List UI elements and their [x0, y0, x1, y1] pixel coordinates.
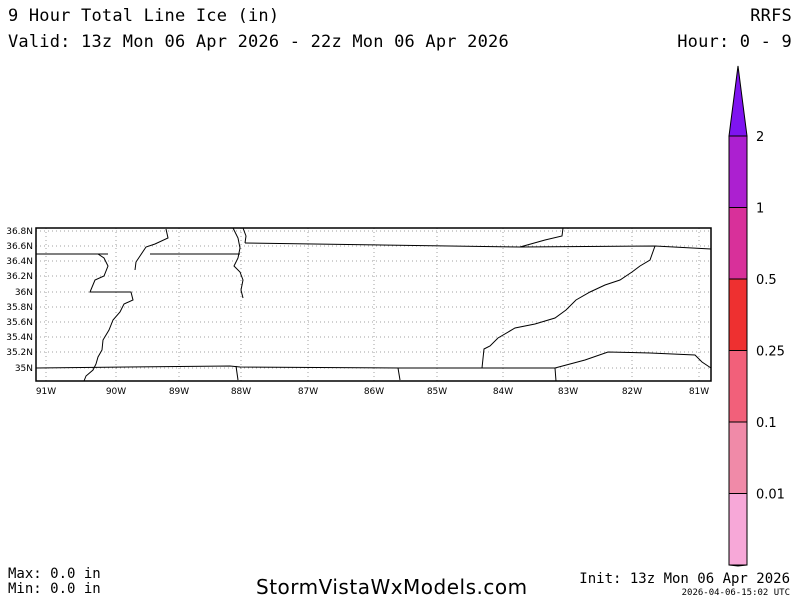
forecast-hours: Hour: 0 - 9 — [677, 32, 792, 52]
lon-label: 86W — [364, 387, 384, 397]
lon-label: 83W — [558, 387, 578, 397]
lat-label: 35.4N — [6, 333, 33, 343]
lon-label: 85W — [427, 387, 447, 397]
lat-label: 36.6N — [6, 242, 33, 252]
lat-label: 35.2N — [6, 348, 33, 358]
colorbar-swatch — [728, 350, 748, 423]
lon-label: 89W — [169, 387, 189, 397]
map-title: 9 Hour Total Line Ice (in) — [8, 6, 280, 26]
lon-label: 91W — [36, 387, 56, 397]
boundary-line — [235, 365, 239, 381]
boundary-line — [232, 227, 244, 299]
lon-label: 82W — [622, 387, 642, 397]
latitude-labels: 36.8N 36.6N 36.4N 36.2N 36N 35.8N 35.6N 35.4N 35… — [6, 227, 33, 374]
colorbar-swatch — [728, 493, 748, 566]
colorbar-label: 2 — [756, 130, 764, 145]
lat-label: 36N — [15, 288, 33, 298]
timestamp: 2026-04-06-15:02 UTC — [681, 588, 790, 598]
lon-label: 87W — [298, 387, 318, 397]
boundary-line — [35, 365, 555, 369]
lat-label: 36.4N — [6, 257, 33, 267]
colorbar-swatch — [728, 135, 748, 208]
lon-label: 90W — [106, 387, 126, 397]
lon-label: 84W — [493, 387, 513, 397]
boundary-line — [244, 242, 712, 250]
colorbar-swatch — [728, 421, 748, 494]
valid-time: Valid: 13z Mon 06 Apr 2026 - 22z Mon 06 … — [8, 32, 509, 52]
colorbar-label: 0.1 — [756, 416, 777, 431]
boundary-line — [242, 227, 247, 244]
lat-label: 36.8N — [6, 227, 33, 237]
state-boundaries — [35, 227, 712, 382]
map-frame — [35, 227, 712, 382]
colorbar-label: 1 — [756, 202, 764, 217]
boundary-line — [519, 227, 564, 248]
min-value: Min: 0.0 in — [8, 581, 101, 597]
colorbar-top-arrow — [728, 65, 748, 137]
lat-label: 35.6N — [6, 318, 33, 328]
longitude-labels: 91W 90W 89W 88W 87W 86W 85W 84W 83W 82W 81W — [36, 387, 709, 397]
website-link[interactable]: StormVistaWxModels.com — [256, 575, 528, 599]
colorbar-label: 0.25 — [756, 345, 785, 360]
boundary-line — [554, 367, 557, 382]
boundary-line — [134, 228, 169, 271]
colorbar-swatch — [728, 207, 748, 280]
init-time: Init: 13z Mon 06 Apr 2026 — [579, 571, 790, 587]
boundary-line — [83, 253, 134, 382]
colorbar-swatch — [728, 278, 748, 351]
lat-label: 35.8N — [6, 303, 33, 313]
lon-label: 81W — [689, 387, 709, 397]
lat-lon-grid — [36, 228, 711, 381]
boundary-line — [481, 245, 656, 369]
lon-label: 88W — [231, 387, 251, 397]
colorbar-label: 0.5 — [756, 273, 777, 288]
boundary-line — [397, 367, 401, 381]
boundary-line — [554, 351, 712, 369]
colorbar-label: 0.01 — [756, 488, 785, 503]
colorbar-bottom-arrow — [728, 564, 748, 567]
lat-label: 35N — [15, 364, 33, 374]
model-name: RRFS — [750, 6, 792, 26]
max-value: Max: 0.0 in — [8, 566, 101, 582]
lat-label: 36.2N — [6, 272, 33, 282]
colorbar: 2 1 0.5 0.25 0.1 0.01 — [728, 65, 785, 567]
